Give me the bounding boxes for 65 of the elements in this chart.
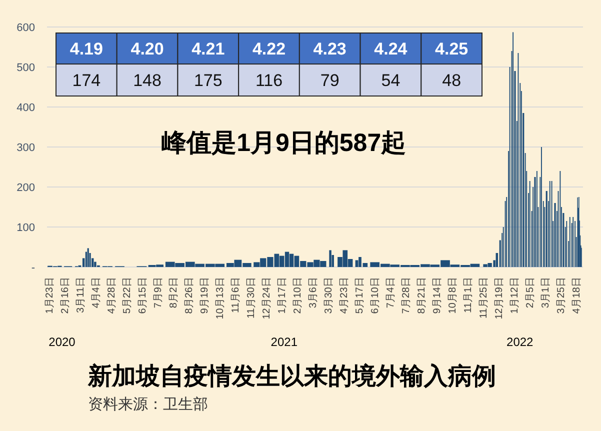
- text: 2021: [270, 335, 298, 349]
- data-label: 79: [320, 71, 340, 90]
- x-tick-label: 8月26日: [184, 277, 195, 314]
- data-label: 54: [381, 71, 400, 90]
- x-tick-label: 4.23: [313, 40, 346, 58]
- x-tick-label: 4.22: [252, 40, 286, 58]
- x-tick-label: 1月12日: [509, 277, 520, 314]
- x-tick-label: 1月17日: [276, 277, 288, 314]
- x-tick-label: 1月23日: [44, 277, 56, 314]
- data-label: 174: [72, 71, 101, 90]
- x-tick-label: 4.21: [192, 40, 225, 58]
- y-tick-label: 600: [16, 22, 35, 34]
- x-tick-label: 3月6日: [308, 277, 319, 308]
- x-tick-label: 8月2日: [168, 277, 180, 308]
- x-tick-label: 3月25日: [556, 277, 567, 314]
- y-tick-label: 300: [16, 142, 35, 154]
- data-label: 48: [442, 71, 462, 90]
- x-tick-label: 6月10日: [370, 277, 381, 314]
- x-tick-label: 11月6日: [230, 277, 242, 313]
- data-label: 116: [255, 71, 283, 90]
- annotation: 峰值是1月9日的587起: [162, 129, 406, 157]
- x-tick-label: 6月15日: [137, 277, 148, 314]
- x-tick-label: 11月30日: [246, 277, 257, 319]
- x-tick-label: 2月10日: [292, 277, 304, 314]
- x-tick-label: 10月8日: [447, 277, 458, 314]
- y-tick-label: 100: [16, 222, 35, 234]
- data-label: 148: [133, 71, 162, 90]
- x-tick-label: 9月19日: [199, 277, 210, 314]
- x-tick-label: 12月19日: [494, 277, 505, 320]
- y-tick-label: -: [31, 262, 36, 274]
- y-tick-label: 400: [16, 102, 35, 114]
- text: 新加坡自疫情发生以来的境外输入病例: [87, 363, 496, 390]
- x-tick-label: 4月4日: [91, 277, 102, 308]
- data-label: 175: [194, 71, 222, 90]
- x-tick-label: 4月28日: [106, 277, 118, 314]
- x-tick-label: 8月21日: [416, 277, 428, 314]
- bar: [355, 260, 358, 267]
- y-tick-label: 200: [16, 182, 35, 194]
- x-tick-label: 3月11日: [76, 277, 86, 313]
- x-tick-label: 12月24日: [261, 277, 272, 320]
- x-tick-label: 11月25日: [478, 277, 490, 319]
- x-tick-label: 3月30日: [323, 277, 334, 314]
- text: 2022: [506, 335, 534, 349]
- x-tick-label: 7月9日: [152, 277, 164, 308]
- y-tick-label: 500: [16, 62, 35, 74]
- x-tick-label: 11月1日: [462, 277, 474, 313]
- x-tick-label: 4.24: [374, 40, 408, 58]
- text: 2020: [48, 335, 76, 349]
- x-tick-label: 4月18日: [571, 277, 582, 314]
- x-tick-label: 10月13日: [214, 277, 226, 320]
- x-tick-label: 9月14日: [432, 277, 443, 314]
- bar: [329, 250, 332, 267]
- x-tick-label: 7月4日: [385, 277, 396, 308]
- x-tick-label: 4.19: [70, 40, 103, 58]
- x-tick-label: 4.25: [435, 40, 468, 58]
- x-tick-label: 5月17日: [354, 277, 366, 314]
- x-tick-label: 3月1日: [540, 277, 552, 308]
- x-tick-label: 2月5日: [524, 277, 536, 308]
- x-tick-label: 4月23日: [338, 277, 350, 314]
- x-tick-label: 4.20: [130, 40, 164, 58]
- x-tick-label: 2月16日: [60, 277, 71, 314]
- bar: [94, 262, 96, 267]
- x-tick-label: 5月22日: [122, 277, 133, 314]
- x-tick-label: 7月28日: [400, 277, 412, 314]
- text: 资料来源：卫生部: [88, 396, 208, 413]
